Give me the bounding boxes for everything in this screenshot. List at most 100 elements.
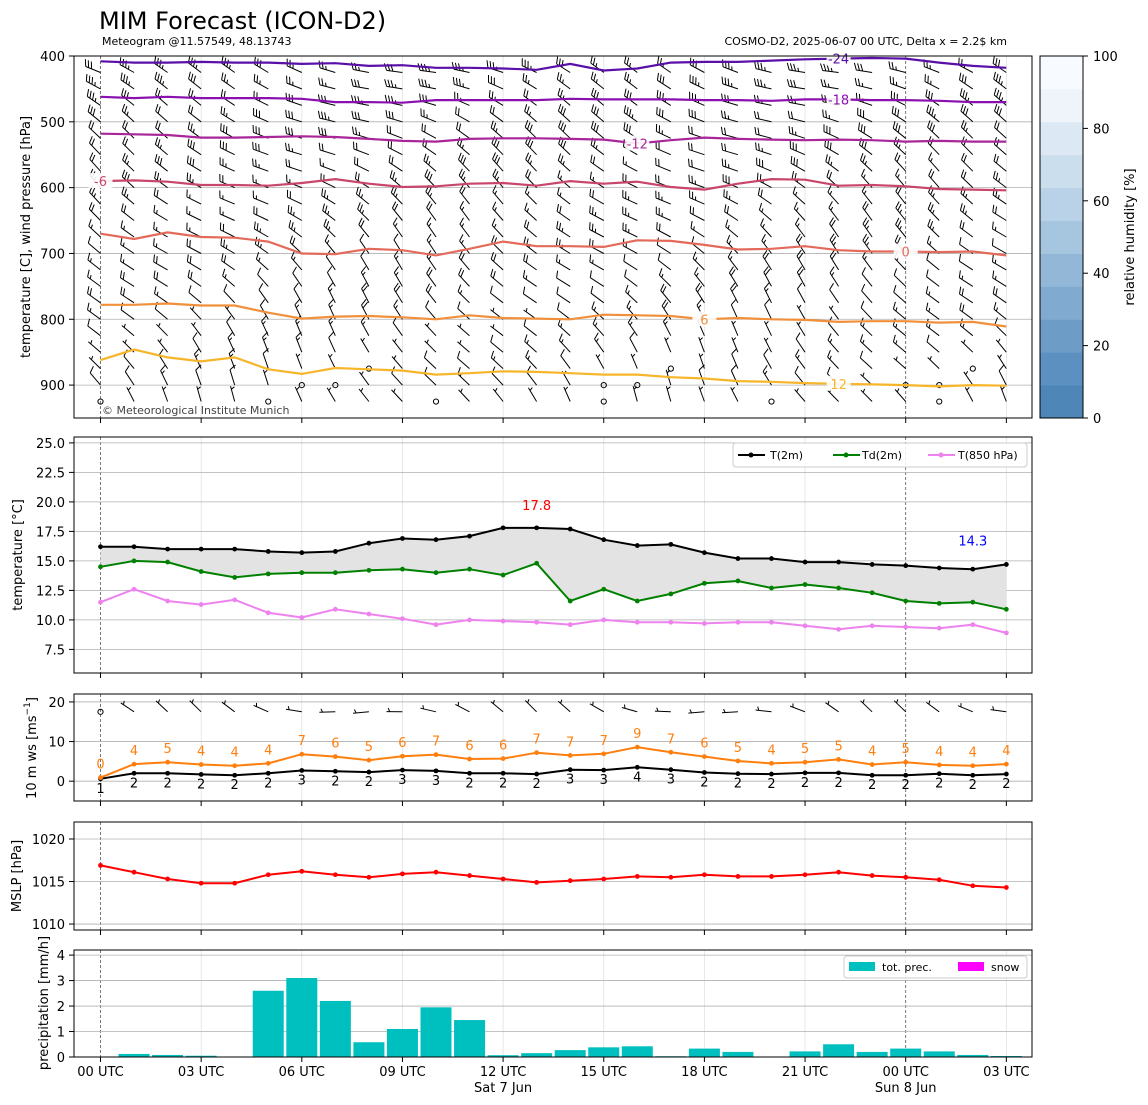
gust-wind-point — [433, 752, 439, 758]
mean-wind-value-label: 2 — [231, 778, 239, 793]
colorbar-tick-label: 0 — [1093, 412, 1101, 427]
wind-barb — [89, 152, 101, 172]
t850-point — [265, 610, 271, 616]
wind-barb — [993, 137, 1007, 156]
precip-bar — [319, 1000, 351, 1057]
wind-barb — [388, 155, 403, 172]
precip-bar — [957, 1054, 989, 1057]
wind-barb — [796, 304, 806, 320]
t2m-point — [332, 549, 338, 554]
td2m-point — [467, 566, 472, 572]
wind-barb — [622, 156, 638, 172]
wind-barb — [859, 137, 873, 156]
t2m-point — [869, 562, 875, 567]
wind-barb — [854, 77, 873, 90]
wind-barb — [360, 337, 370, 353]
wind-barb — [721, 142, 739, 156]
mean-wind-value-label: 2 — [264, 776, 272, 791]
wind-barb — [120, 286, 135, 304]
wind-barb — [656, 89, 672, 106]
wind-barb — [688, 709, 705, 714]
td2m-point — [668, 591, 674, 597]
wind-barb — [721, 93, 739, 106]
precip-bar — [353, 1042, 385, 1057]
wind-barb — [524, 202, 537, 221]
wind-barb — [195, 364, 202, 386]
gust-wind-value-label: 6 — [398, 736, 406, 751]
gust-wind-point — [198, 762, 204, 767]
mean-wind-point — [836, 770, 841, 776]
wind-barb — [959, 286, 974, 304]
wind-barb — [222, 268, 236, 287]
mslp-point — [400, 871, 405, 877]
colorbar-cell — [1040, 154, 1083, 189]
wind-barb — [724, 204, 739, 221]
wind-barb — [491, 218, 504, 238]
td2m-point — [634, 598, 640, 604]
wind-barb — [590, 71, 605, 90]
wind-barb — [960, 120, 974, 139]
mean-wind-point — [232, 772, 238, 778]
wind-barb — [488, 75, 504, 90]
wind-barb — [192, 332, 202, 353]
wind-barb — [655, 123, 672, 139]
y-tick-label: 2 — [57, 1000, 65, 1015]
wind-barb — [219, 157, 235, 172]
wind-barb — [787, 110, 806, 123]
wind-barb — [557, 317, 571, 337]
wind-barb — [624, 55, 638, 73]
wind-barb — [455, 702, 470, 713]
wind-barb — [993, 301, 1007, 320]
wind-barb — [317, 110, 336, 123]
calm-circle — [969, 365, 976, 372]
t850-point — [702, 621, 707, 626]
wind-barb — [326, 387, 336, 402]
wind-barb — [829, 217, 840, 238]
td2m-point — [802, 582, 808, 587]
gust-wind-point — [500, 756, 506, 761]
t850-point — [769, 619, 774, 625]
wind-barb — [287, 204, 303, 221]
t2m-point — [567, 526, 573, 532]
y-tick-label: 1020 — [32, 833, 65, 848]
wind-barb — [893, 285, 907, 304]
mean-wind-value-label: 2 — [499, 776, 507, 791]
t2m-point — [735, 556, 741, 561]
wind-barb — [153, 270, 168, 287]
wind-barb — [457, 367, 470, 386]
t2m-point — [232, 546, 238, 552]
precip-bar — [252, 990, 284, 1057]
precip-bar — [286, 978, 318, 1057]
mean-wind-point — [769, 771, 774, 777]
wind-barb — [457, 323, 470, 337]
isotherm-label: -24 — [828, 53, 849, 68]
wind-barb — [589, 222, 605, 238]
precip-bar — [487, 1055, 519, 1057]
td2m-point — [299, 570, 305, 576]
wind-frame — [73, 693, 1033, 802]
upper-air-panel: -24 -18 -12 -6 0 6 12 400 500 600 700 800 900 tempe… — [19, 50, 1033, 423]
gust-wind-value-label: 5 — [734, 741, 742, 756]
wind-barb — [88, 355, 101, 369]
t2m-point — [500, 525, 506, 531]
wind-barb — [595, 354, 605, 369]
wind-barb — [120, 220, 135, 238]
wind-barb — [319, 708, 336, 713]
wind-barb — [862, 217, 873, 238]
wind-barb — [998, 364, 1007, 386]
wind-barb — [121, 323, 135, 337]
t2m-point — [802, 559, 808, 565]
mean-wind-point — [467, 770, 472, 776]
wind-barb — [926, 252, 940, 271]
wind-barb — [458, 250, 470, 271]
mslp-point — [769, 874, 774, 879]
mslp-point — [98, 862, 103, 868]
wind-barb — [522, 270, 537, 287]
wind-barb — [523, 318, 537, 337]
td2m-point — [198, 569, 204, 574]
wind-barb — [655, 157, 671, 172]
precip-bar — [185, 1055, 217, 1057]
wind-barb — [252, 124, 269, 139]
mean-wind-value-label: 2 — [1002, 777, 1010, 792]
t850-point — [970, 622, 976, 628]
